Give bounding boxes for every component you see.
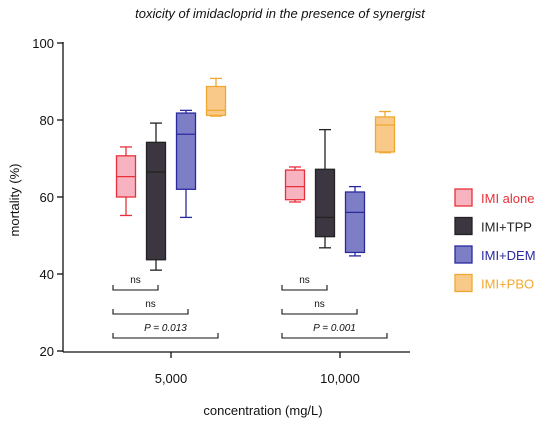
bracket-label: ns: [314, 299, 325, 310]
bracket-label: ns: [145, 299, 156, 310]
y-tick-label: 20: [40, 344, 54, 359]
legend-item: IMI alone: [454, 188, 534, 207]
x-tick-label: 10,000: [320, 371, 360, 386]
y-tick-label: 100: [32, 36, 54, 51]
legend-swatch: [454, 273, 473, 293]
legend-label: IMI+TPP: [481, 220, 532, 235]
significance-bracket: P = 0.013: [112, 323, 219, 339]
bracket-label: ns: [130, 275, 141, 286]
bracket-line: [281, 285, 328, 291]
significance-bracket: ns: [112, 299, 189, 315]
legend: IMI alone IMI+TPP IMI+DEM IMI+PBO: [454, 188, 536, 293]
bracket-line: [112, 285, 159, 291]
significance-annotations: ns ns P = 0.013 ns ns P = 0.001: [112, 275, 388, 339]
chart-title: toxicity of imidacloprid in the presence…: [135, 6, 426, 21]
bracket-label: P = 0.001: [313, 323, 356, 334]
legend-swatch: [454, 245, 473, 264]
legend-label: IMI+DEM: [481, 248, 536, 263]
legend-item: IMI+TPP: [454, 216, 532, 236]
y-tick-label: 60: [40, 190, 54, 205]
box-imi-alone-1: [284, 166, 306, 203]
legend-swatch: [454, 188, 473, 207]
legend-label: IMI alone: [481, 191, 534, 206]
box-imi-pbo-1: [374, 110, 396, 154]
box-imi-tpp-1: [314, 128, 336, 249]
legend-item: IMI+PBO: [454, 273, 534, 293]
box-iqr: [175, 112, 197, 190]
legend-item: IMI+DEM: [454, 245, 536, 264]
bracket-line: [112, 309, 189, 315]
box-iqr: [314, 168, 336, 238]
box-iqr: [205, 85, 227, 117]
x-axis-label: concentration (mg/L): [203, 403, 322, 418]
y-tick-label: 40: [40, 267, 54, 282]
box-imi-dem-1: [344, 185, 366, 257]
bracket-line: [112, 333, 219, 339]
bracket-label: P = 0.013: [144, 323, 187, 334]
bracket-line: [281, 309, 358, 315]
box-imi-tpp-0: [145, 122, 167, 271]
axes: 20 40 60 80 100 5,000 10,000: [32, 36, 410, 386]
legend-swatch: [454, 216, 473, 236]
significance-bracket: ns: [281, 275, 328, 291]
significance-bracket: ns: [281, 299, 358, 315]
bracket-line: [281, 333, 388, 339]
box-iqr: [145, 141, 167, 261]
box-imi-pbo-0: [205, 77, 227, 117]
significance-bracket: ns: [112, 275, 159, 291]
y-axis-label: mortality (%): [7, 164, 22, 237]
box-iqr: [374, 116, 396, 153]
box-iqr: [344, 191, 366, 254]
y-tick-label: 80: [40, 113, 54, 128]
bracket-label: ns: [299, 275, 310, 286]
x-tick-label: 5,000: [155, 371, 188, 386]
box-imi-alone-0: [115, 146, 137, 217]
significance-bracket: P = 0.001: [281, 323, 388, 339]
plot-area: [115, 77, 396, 271]
box-imi-dem-0: [175, 109, 197, 219]
legend-label: IMI+PBO: [481, 277, 534, 292]
box-iqr: [284, 169, 306, 201]
